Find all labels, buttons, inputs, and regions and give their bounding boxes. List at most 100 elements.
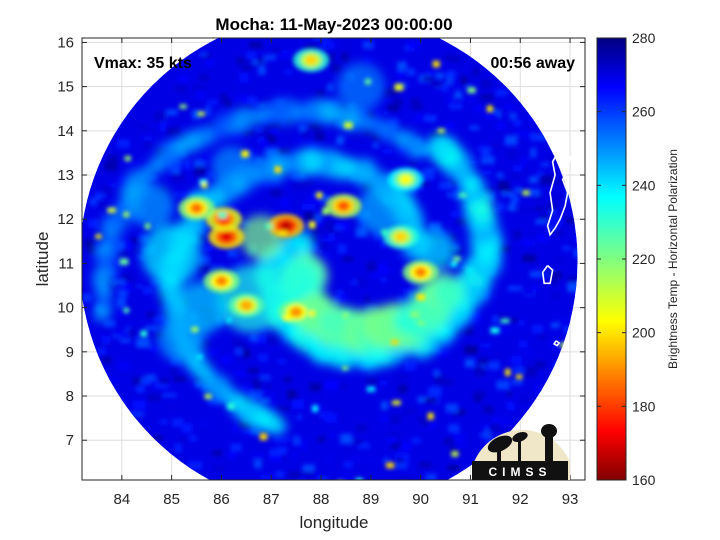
texture-pixel xyxy=(228,451,236,459)
texture-pixel xyxy=(130,119,142,128)
hot-cell xyxy=(381,229,388,236)
texture-pixel xyxy=(308,122,319,129)
texture-pixel xyxy=(357,277,368,287)
texture-pixel xyxy=(325,52,336,63)
texture-pixel xyxy=(232,369,246,377)
texture-pixel xyxy=(242,130,254,135)
texture-pixel xyxy=(302,464,315,472)
texture-pixel xyxy=(367,457,377,463)
texture-pixel xyxy=(230,487,244,492)
texture-pixel xyxy=(276,406,291,412)
texture-pixel xyxy=(474,393,482,402)
texture-pixel xyxy=(269,455,283,462)
texture-pixel xyxy=(87,219,99,228)
texture-pixel xyxy=(159,377,169,384)
texture-pixel xyxy=(275,437,289,442)
texture-pixel xyxy=(392,99,403,105)
cloud-blob xyxy=(141,224,202,285)
texture-pixel xyxy=(387,105,400,112)
texture-pixel xyxy=(317,242,328,250)
texture-pixel xyxy=(481,97,494,105)
texture-pixel xyxy=(174,192,187,198)
texture-pixel xyxy=(207,99,218,106)
texture-pixel xyxy=(480,94,494,101)
hot-cell xyxy=(467,87,476,94)
texture-pixel xyxy=(258,65,266,76)
texture-pixel xyxy=(529,270,544,278)
texture-pixel xyxy=(565,217,578,224)
texture-pixel xyxy=(489,425,502,433)
band-cell xyxy=(432,276,466,310)
coastline-segment xyxy=(541,265,554,285)
core-center xyxy=(337,200,350,211)
texture-pixel xyxy=(480,343,492,348)
texture-pixel xyxy=(551,291,560,298)
texture-pixel xyxy=(312,469,320,476)
texture-pixel xyxy=(535,360,546,369)
hot-cell xyxy=(201,182,208,189)
hot-cell xyxy=(466,268,475,274)
cloud-blob xyxy=(157,314,206,363)
texture-pixel xyxy=(257,58,265,65)
texture-pixel xyxy=(277,359,287,364)
texture-pixel xyxy=(128,328,136,337)
logo-dish-1 xyxy=(487,435,513,453)
texture-pixel xyxy=(146,312,156,318)
texture-pixel xyxy=(260,474,273,479)
texture-pixel xyxy=(138,125,148,130)
texture-pixel xyxy=(530,133,544,141)
texture-pixel xyxy=(522,208,536,214)
texture-pixel xyxy=(320,216,328,221)
texture-pixel xyxy=(266,336,278,345)
texture-pixel xyxy=(279,199,290,208)
texture-pixel xyxy=(363,482,370,487)
texture-pixel xyxy=(244,96,258,106)
texture-pixel xyxy=(535,193,542,202)
texture-pixel xyxy=(139,234,149,242)
texture-pixel xyxy=(116,360,131,371)
y-tick-label: 11 xyxy=(58,255,74,272)
texture-pixel xyxy=(159,121,168,132)
texture-pixel xyxy=(304,211,314,221)
texture-pixel xyxy=(143,139,152,150)
coastline xyxy=(541,149,571,347)
texture-pixel xyxy=(230,443,242,452)
hot-cell xyxy=(197,111,205,117)
coastline-segment xyxy=(552,340,561,347)
texture-pixel xyxy=(348,373,356,380)
texture-pixel xyxy=(453,328,467,334)
texture-pixel xyxy=(567,282,578,293)
texture-pixel xyxy=(495,122,506,130)
texture-pixel xyxy=(356,424,368,432)
texture-pixel xyxy=(433,369,440,377)
texture-pixel xyxy=(109,283,116,289)
texture-pixel xyxy=(294,440,308,450)
texture-pixel xyxy=(372,143,379,149)
hot-cell xyxy=(107,207,116,213)
core-center xyxy=(220,231,233,242)
colorbar-tick-label: 240 xyxy=(632,177,656,193)
texture-pixel xyxy=(510,317,519,323)
texture-pixel xyxy=(397,61,407,71)
texture-pixel xyxy=(534,385,543,393)
texture-pixel xyxy=(366,261,377,272)
texture-pixel xyxy=(513,366,525,375)
x-tick-label: 87 xyxy=(263,491,280,508)
texture-pixel xyxy=(254,385,262,390)
texture-pixel xyxy=(427,70,435,77)
hot-cell xyxy=(390,340,399,345)
texture-pixel xyxy=(243,430,253,435)
texture-pixel xyxy=(513,230,522,240)
texture-pixel xyxy=(524,287,534,295)
texture-pixel xyxy=(317,476,329,480)
hot-cell xyxy=(515,374,523,380)
texture-pixel xyxy=(334,294,347,303)
colorbar-tick-label: 220 xyxy=(632,251,656,267)
texture-pixel xyxy=(380,239,387,248)
texture-pixel xyxy=(446,75,454,85)
texture-pixel xyxy=(382,149,392,154)
hot-cell xyxy=(226,317,232,323)
texture-pixel xyxy=(190,420,198,431)
texture-pixel xyxy=(506,391,513,396)
